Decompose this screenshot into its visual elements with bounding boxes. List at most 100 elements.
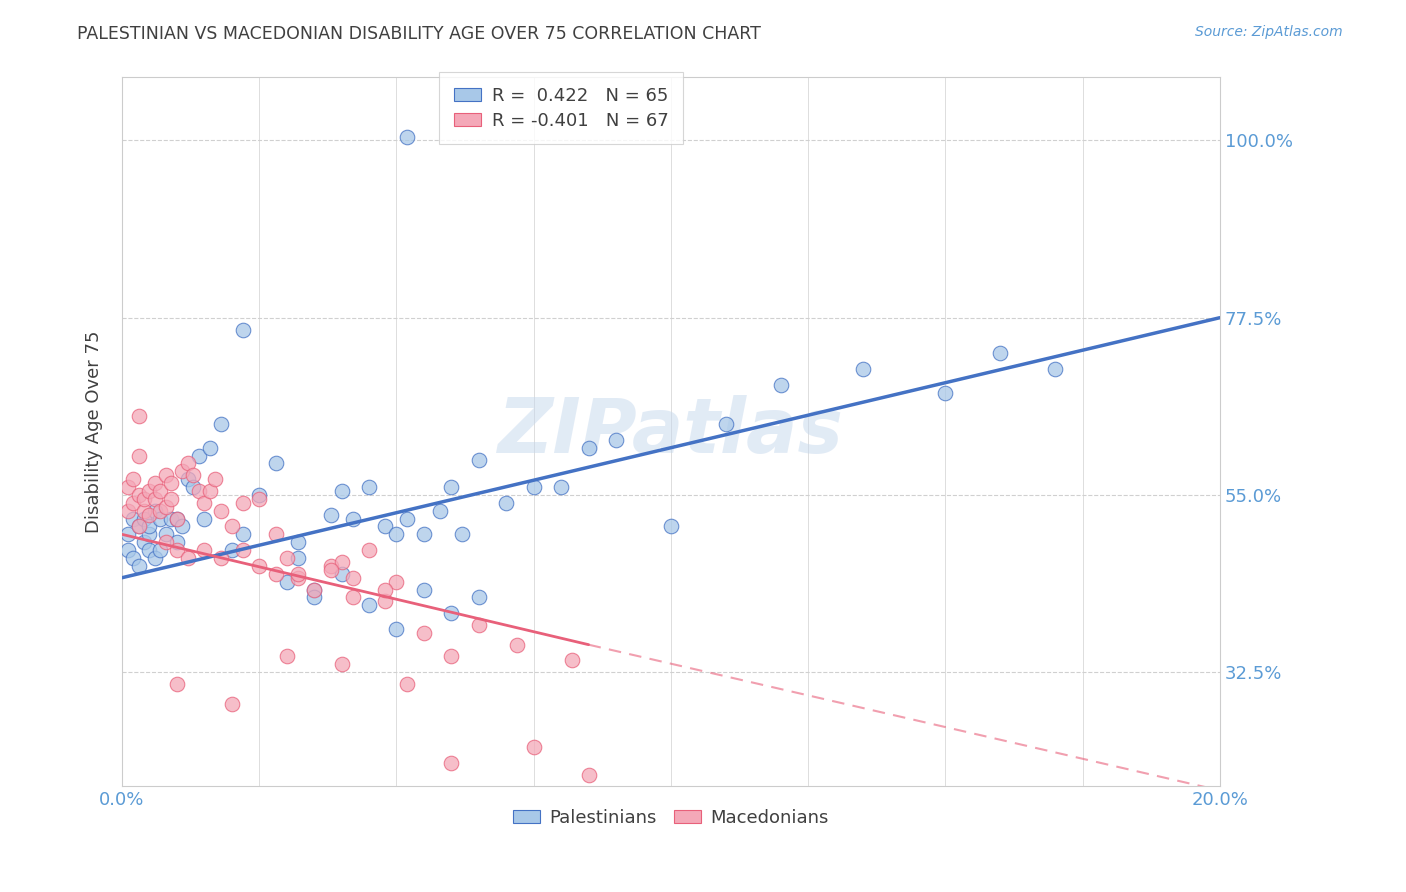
Point [128,519,150,533]
Point [330,555,353,569]
Point [166,677,188,691]
Point [523,480,546,494]
Point [264,566,287,581]
Point [330,657,353,672]
Point [128,488,150,502]
Text: Source: ZipAtlas.com: Source: ZipAtlas.com [1195,25,1343,39]
Point [198,484,221,499]
Point [287,571,309,585]
Point [342,571,364,585]
Point [143,551,166,566]
Point [209,417,232,431]
Point [302,582,325,597]
Point [550,480,572,494]
Point [183,468,205,483]
Point [561,653,583,667]
Point [117,543,139,558]
Point [342,511,364,525]
Point [247,491,270,506]
Point [396,511,419,525]
Point [247,558,270,573]
Point [221,697,243,711]
Point [138,508,160,522]
Point [374,594,396,608]
Point [287,566,309,581]
Point [385,622,408,636]
Point [177,457,200,471]
Point [232,322,254,336]
Point [440,606,463,620]
Point [193,543,215,558]
Point [429,504,451,518]
Text: ZIPatlas: ZIPatlas [498,395,844,469]
Point [357,543,380,558]
Point [177,472,200,486]
Point [934,385,956,400]
Point [221,519,243,533]
Point [342,591,364,605]
Point [1043,362,1066,376]
Point [128,449,150,463]
Point [319,508,342,522]
Point [578,441,600,455]
Point [440,649,463,664]
Point [232,527,254,541]
Point [117,480,139,494]
Point [122,496,145,510]
Point [122,551,145,566]
Point [232,496,254,510]
Point [412,582,434,597]
Point [132,504,155,518]
Point [166,535,188,549]
Point [138,519,160,533]
Point [396,677,419,691]
Point [232,543,254,558]
Point [276,574,298,589]
Point [187,449,209,463]
Point [412,527,434,541]
Point [149,511,172,525]
Point [287,551,309,566]
Y-axis label: Disability Age Over 75: Disability Age Over 75 [86,331,103,533]
Point [605,433,627,447]
Point [769,377,792,392]
Point [138,527,160,541]
Point [187,484,209,499]
Point [166,543,188,558]
Point [287,535,309,549]
Point [374,582,396,597]
Point [852,362,875,376]
Legend: Palestinians, Macedonians: Palestinians, Macedonians [506,802,837,834]
Point [659,519,682,533]
Point [172,519,194,533]
Point [247,488,270,502]
Point [578,767,600,781]
Point [128,519,150,533]
Point [149,504,172,518]
Point [172,464,194,478]
Point [132,535,155,549]
Point [138,543,160,558]
Point [183,480,205,494]
Point [302,582,325,597]
Point [264,457,287,471]
Point [155,468,177,483]
Point [412,625,434,640]
Point [149,484,172,499]
Point [160,511,183,525]
Point [396,129,419,144]
Point [177,551,200,566]
Point [302,591,325,605]
Point [357,480,380,494]
Point [128,558,150,573]
Point [385,527,408,541]
Point [143,476,166,491]
Point [204,472,226,486]
Point [193,496,215,510]
Point [523,740,546,755]
Point [143,491,166,506]
Point [193,511,215,525]
Point [198,441,221,455]
Point [132,511,155,525]
Point [319,563,342,577]
